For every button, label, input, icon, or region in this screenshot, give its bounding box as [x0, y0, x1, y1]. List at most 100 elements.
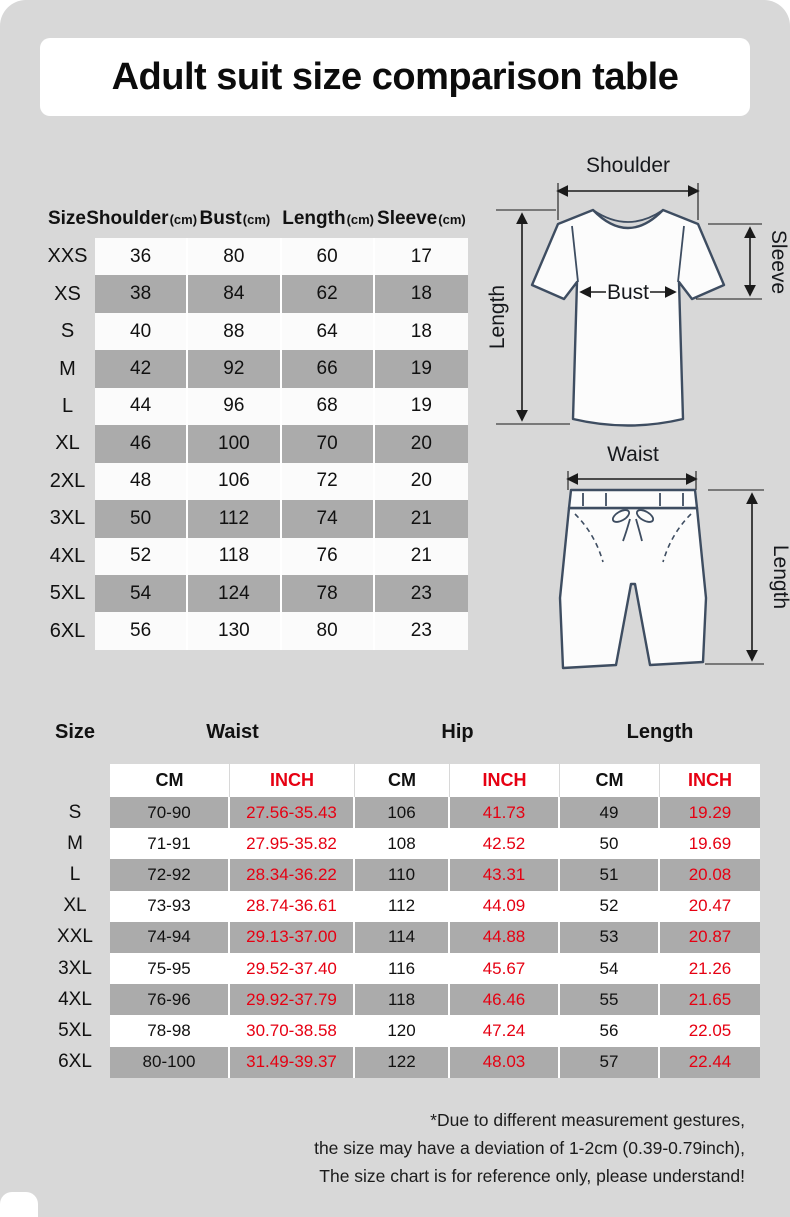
hip-cm-value: 118	[355, 984, 450, 1016]
shirt-length-dimension-label: Length	[486, 285, 509, 349]
shirt-length-dimension: Length	[486, 209, 570, 425]
length-value: 78	[281, 574, 375, 613]
length-value: 68	[281, 387, 375, 426]
shoulder-value: 50	[95, 500, 189, 538]
shorts-size-row: 6XL 80-100 31.49-39.37 122 48.03 57 22.4…	[40, 1046, 760, 1078]
bust-dimension-label: Bust	[607, 281, 649, 304]
shorts-size-table: Size Waist Hip Length CM INCH CM INCH CM…	[40, 714, 760, 1078]
hip-cm-value: 122	[355, 1046, 450, 1078]
shirt-size-row: XL 46 100 70 20	[40, 425, 468, 463]
waist-dimension-label: Waist	[607, 443, 659, 466]
length-value: 70	[281, 425, 375, 463]
size-label: XXL	[57, 926, 93, 948]
size-label: S	[68, 801, 82, 823]
length-value: 80	[281, 612, 375, 650]
hip-cm-value: 120	[355, 1015, 450, 1047]
sleeve-value: 21	[374, 537, 468, 575]
sleeve-value: 23	[374, 612, 468, 650]
length-value: 74	[281, 500, 375, 538]
shirt-size-row: S 40 88 64 18	[40, 312, 468, 351]
length-cm-value: 53	[560, 921, 660, 953]
sleeve-value: 23	[374, 574, 468, 613]
shorts-size-row: 5XL 78-98 30.70-38.58 120 47.24 56 22.05	[40, 1015, 760, 1047]
bust-value: 130	[188, 612, 282, 650]
shoulder-value: 44	[95, 387, 189, 426]
group-header-length: Length	[626, 720, 694, 743]
sleeve-value: 20	[374, 462, 468, 501]
length-cm-value: 49	[560, 797, 660, 829]
waist-cm-value: 72-92	[110, 859, 230, 891]
diagram-svg: Shoulder Length Sleeve	[486, 154, 790, 670]
length-inch-value: 22.05	[660, 1015, 760, 1047]
shirt-size-row: XXS 36 80 60 17	[40, 238, 468, 276]
hip-inch-value: 46.46	[450, 984, 560, 1016]
shoulder-value: 38	[95, 275, 189, 313]
hip-inch-value: 48.03	[450, 1046, 560, 1078]
size-label: 2XL	[49, 469, 86, 492]
size-label: 5XL	[58, 1019, 92, 1041]
hip-cm-value: 116	[355, 952, 450, 985]
column-header-label: Length	[282, 208, 346, 229]
bust-value: 124	[188, 574, 282, 613]
hip-cm-value: 108	[355, 828, 450, 860]
hip-cm-value: 110	[355, 859, 450, 891]
shorts-size-row: M 71-91 27.95-35.82 108 42.52 50 19.69	[40, 828, 760, 860]
size-label: 5XL	[49, 582, 86, 605]
shoulder-dimension: Shoulder	[556, 154, 700, 220]
shorts-illustration	[558, 488, 708, 670]
length-inch-value: 20.08	[660, 859, 760, 891]
shirt-table-body: XXS 36 80 60 17 XS 38 84 62 18 S 40	[40, 238, 468, 650]
subheader-hip-cm: CM	[355, 764, 450, 797]
shirt-size-row: 2XL 48 106 72 20	[40, 462, 468, 501]
length-inch-value: 19.69	[660, 828, 760, 860]
subheader-waist-inch: INCH	[230, 764, 355, 797]
bust-value: 106	[188, 462, 282, 501]
waist-inch-value: 31.49-39.37	[230, 1046, 355, 1078]
bust-value: 92	[188, 350, 282, 388]
length-inch-value: 21.26	[660, 952, 760, 985]
waist-cm-value: 74-94	[110, 921, 230, 953]
waist-cm-value: 80-100	[110, 1046, 230, 1078]
size-label: XXS	[47, 245, 88, 268]
column-header-unit: (cm)	[169, 212, 198, 227]
shorts-table-body: S 70-90 27.56-35.43 106 41.73 49 19.29 M…	[40, 797, 760, 1078]
waist-inch-value: 27.56-35.43	[230, 797, 355, 829]
hip-inch-value: 44.09	[450, 890, 560, 922]
group-header-waist: Waist	[206, 720, 259, 743]
shorts-length-dimension-label: Length	[769, 545, 790, 609]
length-value: 76	[281, 537, 375, 575]
size-label: 6XL	[49, 619, 86, 642]
bust-dimension: Bust	[579, 281, 677, 304]
size-label: 4XL	[49, 544, 86, 567]
size-label: L	[69, 863, 81, 885]
bust-value: 88	[188, 312, 282, 351]
waist-inch-value: 27.95-35.82	[230, 828, 355, 860]
length-value: 64	[281, 312, 375, 351]
bust-value: 80	[188, 238, 282, 276]
hip-inch-value: 43.31	[450, 859, 560, 891]
shoulder-value: 56	[95, 612, 189, 650]
shorts-table-subheader-row: CM INCH CM INCH CM INCH	[110, 764, 760, 797]
column-header: Sleeve (cm)	[375, 208, 468, 230]
group-header-size: Size	[54, 720, 96, 743]
waist-inch-value: 29.52-37.40	[230, 952, 355, 985]
column-header-unit: (cm)	[242, 212, 271, 227]
waist-inch-value: 28.34-36.22	[230, 859, 355, 891]
column-header-label: Shoulder	[86, 208, 169, 229]
length-value: 66	[281, 350, 375, 388]
measurement-diagram: Shoulder Length Sleeve	[468, 136, 790, 696]
hip-cm-value: 112	[355, 890, 450, 922]
waist-inch-value: 28.74-36.61	[230, 890, 355, 922]
shirt-size-table: Size Shoulder (cm) Bust (cm) Length (cm) Sl…	[40, 200, 468, 650]
shoulder-dimension-label: Shoulder	[586, 154, 670, 177]
shoulder-value: 54	[95, 574, 189, 613]
subheader-length-inch: INCH	[688, 770, 732, 790]
disclaimer-line-1: *Due to different measurement gestures,	[430, 1110, 745, 1130]
column-header-label: Sleeve	[377, 208, 438, 229]
hip-inch-value: 41.73	[450, 797, 560, 829]
bust-value: 84	[188, 275, 282, 313]
bust-value: 112	[188, 500, 282, 538]
shirt-size-row: M 42 92 66 19	[40, 350, 468, 388]
length-cm-value: 52	[560, 890, 660, 922]
shoulder-value: 46	[95, 425, 189, 463]
